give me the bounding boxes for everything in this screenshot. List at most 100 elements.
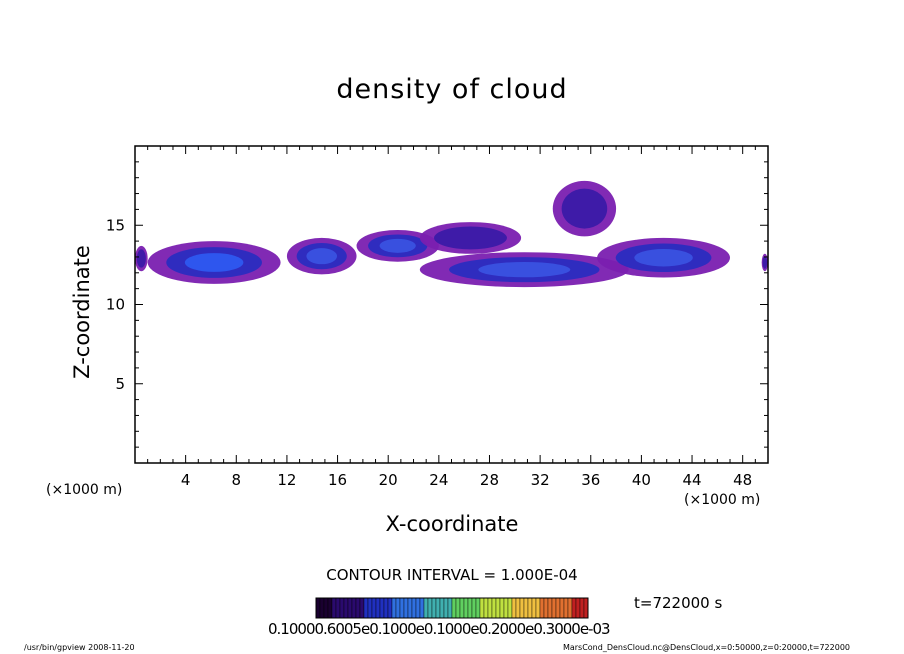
- colorbar-cell: [319, 597, 325, 619]
- colorbar-cell: [527, 597, 533, 619]
- x-tick-label: 20: [379, 471, 398, 489]
- cloud-region-6-level-1: [561, 188, 608, 229]
- colorbar-cell: [535, 597, 541, 619]
- colorbar-cell: [571, 597, 577, 619]
- colorbar-cell: [327, 597, 333, 619]
- colorbar-cell: [491, 597, 497, 619]
- colorbar-cell: [467, 597, 473, 619]
- x-tick-label: 28: [480, 471, 499, 489]
- colorbar-cell: [559, 597, 565, 619]
- colorbar-cell: [359, 597, 365, 619]
- colorbar-cell: [383, 597, 389, 619]
- x-tick-label: 4: [181, 471, 191, 489]
- colorbar-cell: [423, 597, 429, 619]
- colorbar-cell: [339, 597, 345, 619]
- colorbar-cell: [335, 597, 341, 619]
- colorbar-cell: [551, 597, 557, 619]
- x-tick-label: 16: [328, 471, 347, 489]
- colorbar-cell: [575, 597, 581, 619]
- colorbar-cell: [371, 597, 377, 619]
- colorbar-cell: [543, 597, 549, 619]
- cloud-region-7-level-2: [634, 249, 693, 267]
- colorbar-cell: [463, 597, 469, 619]
- x-unit-label-right: (×1000 m): [684, 492, 761, 508]
- colorbar-cell: [367, 597, 373, 619]
- colorbar-cell: [379, 597, 385, 619]
- colorbar-cell: [435, 597, 441, 619]
- colorbar-cell: [547, 597, 553, 619]
- colorbar-tick-labels: 0.10000.6005e0.1000e0.1000e0.2000e0.3000…: [268, 620, 611, 638]
- footer-program: /usr/bin/gpview 2008-11-20: [24, 643, 135, 652]
- colorbar-cell: [503, 597, 509, 619]
- colorbar-cell: [411, 597, 417, 619]
- colorbar-cell: [567, 597, 573, 619]
- contour-interval-label: CONTOUR INTERVAL = 1.000E-04: [326, 566, 578, 584]
- colorbar-cell: [375, 597, 381, 619]
- colorbar-cell: [579, 597, 585, 619]
- colorbar-cell: [447, 597, 453, 619]
- colorbar-cell: [315, 597, 321, 619]
- cloud-region-2-level-2: [306, 248, 338, 265]
- colorbar-cell: [323, 597, 329, 619]
- colorbar-cell: [515, 597, 521, 619]
- colorbar-cell: [387, 597, 393, 619]
- colorbar-cell: [531, 597, 537, 619]
- cloud-region-1-level-2: [184, 253, 244, 272]
- colorbar-cell: [487, 597, 493, 619]
- colorbar-cell: [395, 597, 401, 619]
- x-tick-label: 8: [232, 471, 242, 489]
- colorbar-cell: [459, 597, 465, 619]
- colorbar-cell: [439, 597, 445, 619]
- colorbar-cell: [391, 597, 397, 619]
- footer-source: MarsCond_DensCloud.nc@DensCloud,x=0:5000…: [562, 643, 850, 652]
- colorbar-frame: [315, 597, 589, 619]
- colorbar-cell: [555, 597, 561, 619]
- y-tick-label: 15: [106, 216, 125, 234]
- colorbar-cell: [355, 597, 361, 619]
- x-tick-label: 32: [531, 471, 550, 489]
- x-tick-label: 44: [682, 471, 701, 489]
- colorbar-cell: [451, 597, 457, 619]
- colorbar-cell: [431, 597, 437, 619]
- cloud-region-5-level-2: [478, 261, 571, 278]
- colorbar-cell: [495, 597, 501, 619]
- x-tick-label: 36: [581, 471, 600, 489]
- colorbar-cell: [351, 597, 357, 619]
- x-axis-label: X-coordinate: [385, 512, 519, 536]
- colorbar-cell: [583, 597, 589, 619]
- colorbar-cell: [347, 597, 353, 619]
- colorbar-cell: [363, 597, 369, 619]
- plot-frame: [134, 145, 769, 464]
- colorbar-cell: [563, 597, 569, 619]
- cloud-region-4-level-1: [434, 226, 507, 250]
- x-unit-label-left: (×1000 m): [46, 482, 123, 498]
- colorbar-cell: [455, 597, 461, 619]
- x-tick-label: 12: [277, 471, 296, 489]
- y-tick-label: 10: [106, 296, 125, 314]
- colorbar-cell: [407, 597, 413, 619]
- colorbar-cell: [403, 597, 409, 619]
- colorbar-cell: [419, 597, 425, 619]
- colorbar-cell: [483, 597, 489, 619]
- y-axis-label: Z-coordinate: [70, 245, 94, 379]
- colorbar-cell: [443, 597, 449, 619]
- y-tick-label: 5: [115, 375, 125, 393]
- x-tick-label: 40: [632, 471, 651, 489]
- cloud-region-3-level-2: [379, 238, 416, 253]
- colorbar-cell: [331, 597, 337, 619]
- colorbar-cell: [507, 597, 513, 619]
- time-label: t=722000 s: [634, 594, 723, 612]
- colorbar-cell: [427, 597, 433, 619]
- colorbar-cell: [499, 597, 505, 619]
- colorbar-cell: [479, 597, 485, 619]
- colorbar-cell: [539, 597, 545, 619]
- x-tick-label: 48: [733, 471, 752, 489]
- colorbar: [315, 597, 589, 619]
- colorbar-cell: [343, 597, 349, 619]
- cloud-region-0-level-1: [136, 249, 146, 268]
- colorbar-cell: [475, 597, 481, 619]
- x-tick-label: 24: [429, 471, 448, 489]
- colorbar-cell: [415, 597, 421, 619]
